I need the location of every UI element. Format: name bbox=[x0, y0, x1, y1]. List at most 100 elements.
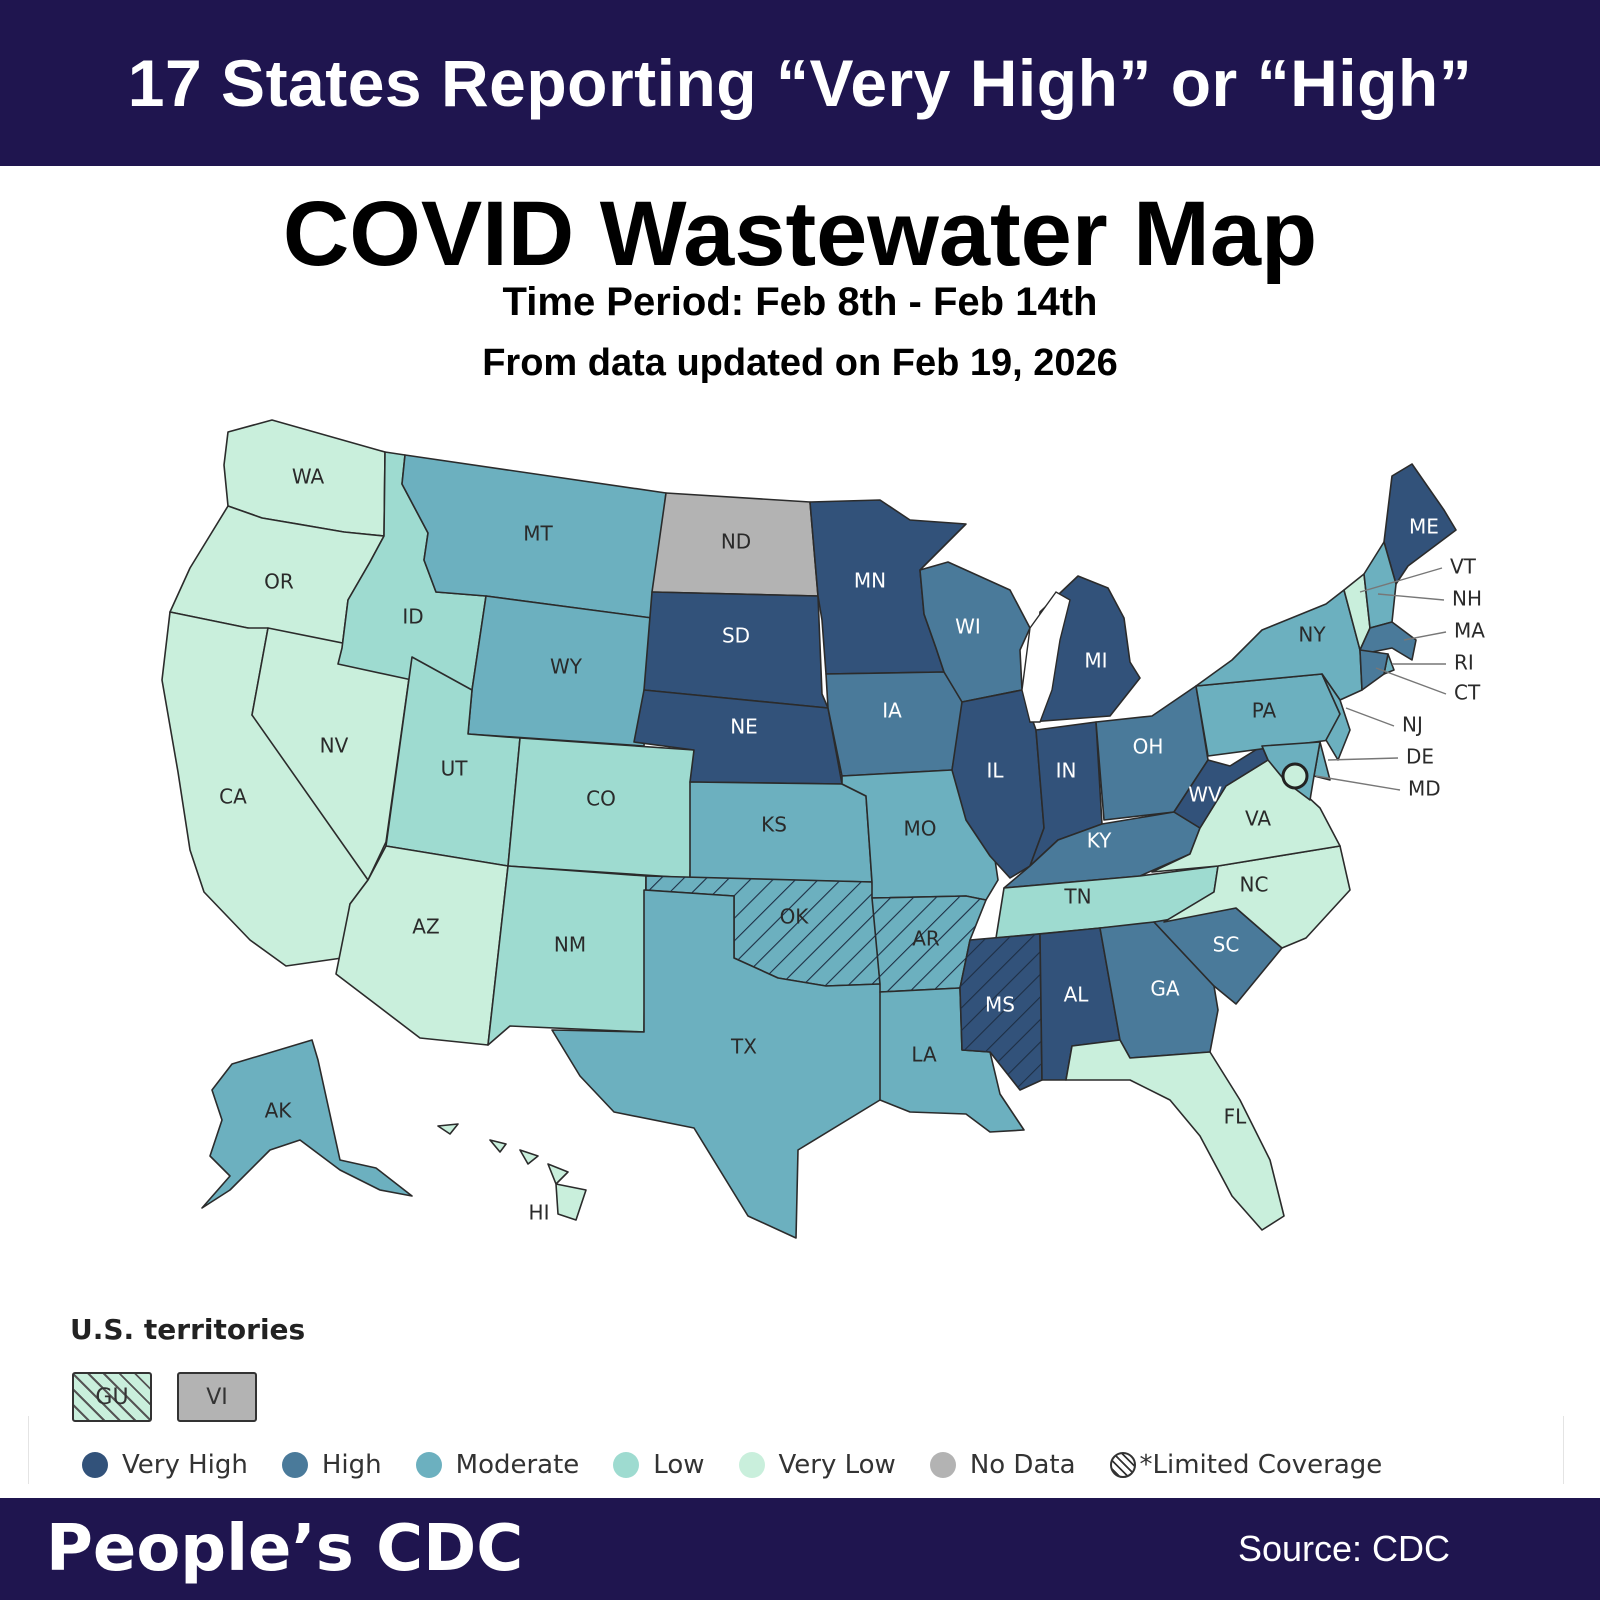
legend-high-label: High bbox=[321, 1450, 382, 1480]
state-label-ks: KS bbox=[761, 813, 787, 837]
legend-moderate-label: Moderate bbox=[455, 1450, 580, 1480]
state-labels: WA OR CA NV ID MT WY UT AZ CO NM ND SD NE KS OK TX MN IA MO… bbox=[219, 465, 1485, 1225]
time-period: Time Period: Feb 8th - Feb 14th bbox=[502, 280, 1098, 324]
state-fl[interactable] bbox=[1065, 1039, 1285, 1231]
legend-high: High bbox=[281, 1450, 382, 1480]
leader-line-ct bbox=[1375, 667, 1447, 695]
state-label-mn: MN bbox=[854, 569, 886, 593]
state-label-la: LA bbox=[911, 1043, 937, 1067]
state-shapes bbox=[161, 419, 1457, 1239]
leader-line-de bbox=[1327, 757, 1399, 761]
legend-no-data-label: No Data bbox=[969, 1450, 1076, 1480]
lake-michigan bbox=[1021, 591, 1071, 723]
leader-line-md bbox=[1315, 775, 1401, 791]
state-label-ct: CT bbox=[1454, 681, 1481, 705]
state-label-co: CO bbox=[586, 787, 616, 811]
state-label-wi: WI bbox=[955, 615, 981, 639]
state-label-ga: GA bbox=[1150, 977, 1179, 1001]
state-label-tn: TN bbox=[1063, 885, 1091, 909]
state-label-ms: MS bbox=[985, 993, 1015, 1017]
source-credit: Source: CDC bbox=[1237, 1528, 1450, 1569]
legend-very-low-swatch bbox=[738, 1452, 765, 1478]
state-la[interactable] bbox=[879, 987, 1025, 1133]
limited-coverage-hatch-ar bbox=[872, 896, 986, 992]
state-label-nc: NC bbox=[1240, 873, 1269, 897]
legend-low-swatch bbox=[613, 1452, 640, 1478]
legend-limited-coverage: *Limited Coverage bbox=[1109, 1450, 1383, 1480]
state-label-ia: IA bbox=[882, 699, 902, 723]
legend-limited-label: *Limited Coverage bbox=[1139, 1450, 1383, 1480]
state-label-mt: MT bbox=[523, 522, 553, 546]
map-title: COVID Wastewater Map bbox=[282, 183, 1318, 285]
state-label-wy: WY bbox=[550, 655, 583, 679]
state-label-wa: WA bbox=[292, 465, 325, 489]
legend-no-data: No Data bbox=[929, 1450, 1076, 1480]
state-ia[interactable] bbox=[825, 671, 965, 777]
state-label-sc: SC bbox=[1213, 933, 1240, 957]
territory-gu-label: GU bbox=[95, 1384, 129, 1410]
legend-moderate: Moderate bbox=[415, 1450, 580, 1480]
state-label-az: AZ bbox=[412, 915, 439, 939]
state-hi[interactable] bbox=[437, 1123, 587, 1221]
legend-low: Low bbox=[613, 1450, 705, 1480]
state-label-ky: KY bbox=[1087, 829, 1112, 853]
state-label-vt: VT bbox=[1450, 555, 1477, 579]
state-label-mo: MO bbox=[904, 817, 937, 841]
legend-very-high-swatch bbox=[82, 1452, 108, 1478]
bottom-banner: People’s CDC Source: CDC bbox=[0, 1498, 1600, 1600]
state-nc[interactable] bbox=[1163, 845, 1351, 949]
state-label-nv: NV bbox=[320, 734, 349, 758]
state-label-il: IL bbox=[986, 759, 1004, 783]
territory-vi: VI bbox=[177, 1372, 257, 1422]
territories-heading: U.S. territories bbox=[70, 1313, 306, 1346]
legend-very-low: Very Low bbox=[738, 1450, 896, 1480]
limited-coverage-hatch-ms bbox=[960, 934, 1042, 1090]
state-label-fl: FL bbox=[1224, 1105, 1248, 1129]
state-ak[interactable] bbox=[201, 1039, 413, 1209]
state-label-me: ME bbox=[1409, 515, 1439, 539]
state-sd[interactable] bbox=[643, 591, 829, 709]
state-nm[interactable] bbox=[487, 865, 647, 1046]
leader-line-nj bbox=[1345, 707, 1395, 727]
state-label-or: OR bbox=[264, 570, 294, 594]
dc-marker[interactable] bbox=[1281, 762, 1309, 790]
leader-line-nh bbox=[1377, 593, 1445, 601]
state-label-ny: NY bbox=[1298, 623, 1326, 647]
state-label-tx: TX bbox=[730, 1035, 757, 1059]
limited-coverage-icon bbox=[1109, 1452, 1136, 1478]
territory-gu: GU bbox=[72, 1372, 152, 1422]
legend: Very High High Moderate Low Very Low No … bbox=[82, 1448, 1416, 1482]
state-label-wv: WV bbox=[1188, 783, 1222, 807]
state-label-nd: ND bbox=[721, 530, 751, 554]
state-label-oh: OH bbox=[1133, 735, 1164, 759]
state-label-nj: NJ bbox=[1402, 713, 1423, 737]
state-label-ar: AR bbox=[912, 927, 940, 951]
state-label-sd: SD bbox=[722, 624, 750, 648]
state-label-nh: NH bbox=[1452, 587, 1482, 611]
state-label-ma: MA bbox=[1454, 619, 1485, 643]
legend-moderate-swatch bbox=[415, 1452, 442, 1478]
state-label-va: VA bbox=[1245, 807, 1271, 831]
state-label-ut: UT bbox=[441, 757, 469, 781]
state-label-ca: CA bbox=[219, 785, 247, 809]
state-label-id: ID bbox=[402, 605, 423, 629]
legend-very-low-label: Very Low bbox=[778, 1450, 896, 1480]
legend-low-label: Low bbox=[653, 1450, 705, 1480]
state-label-al: AL bbox=[1064, 983, 1090, 1007]
limited-coverage-hatch-ok bbox=[646, 876, 880, 986]
state-label-ak: AK bbox=[265, 1099, 293, 1123]
state-label-nm: NM bbox=[554, 933, 586, 957]
update-date: From data updated on Feb 19, 2026 bbox=[482, 342, 1118, 384]
state-ct[interactable] bbox=[1359, 649, 1389, 691]
state-label-ok: OK bbox=[780, 905, 810, 929]
leader-line-ma bbox=[1403, 631, 1447, 641]
us-map: WA OR CA NV ID MT WY UT AZ CO NM ND SD NE KS OK TX MN IA MO… bbox=[161, 419, 1485, 1239]
state-nh[interactable] bbox=[1363, 541, 1397, 629]
territory-vi-label: VI bbox=[206, 1384, 228, 1410]
state-label-ne: NE bbox=[730, 715, 758, 739]
legend-high-swatch bbox=[281, 1452, 308, 1478]
state-label-ri: RI bbox=[1454, 651, 1474, 675]
headline: 17 States Reporting “Very High” or “High… bbox=[127, 46, 1473, 120]
legend-no-data-swatch bbox=[929, 1452, 956, 1478]
legend-very-high-label: Very High bbox=[122, 1450, 248, 1480]
